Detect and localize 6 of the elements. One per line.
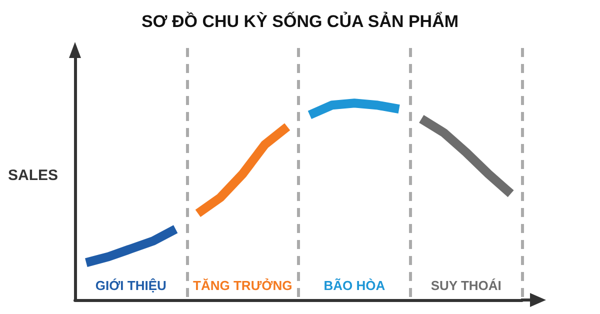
chart-title: SƠ ĐỒ CHU KỲ SỐNG CỦA SẢN PHẨM [141,11,459,31]
x-tick-label: BÃO HÒA [324,278,386,293]
y-axis-title: SALES [8,167,58,184]
x-tick-label: SUY THOÁI [430,278,502,293]
x-tick-label: GIỚI THIỆU [95,278,166,293]
x-tick-label: TĂNG TRƯỞNG [193,278,292,293]
